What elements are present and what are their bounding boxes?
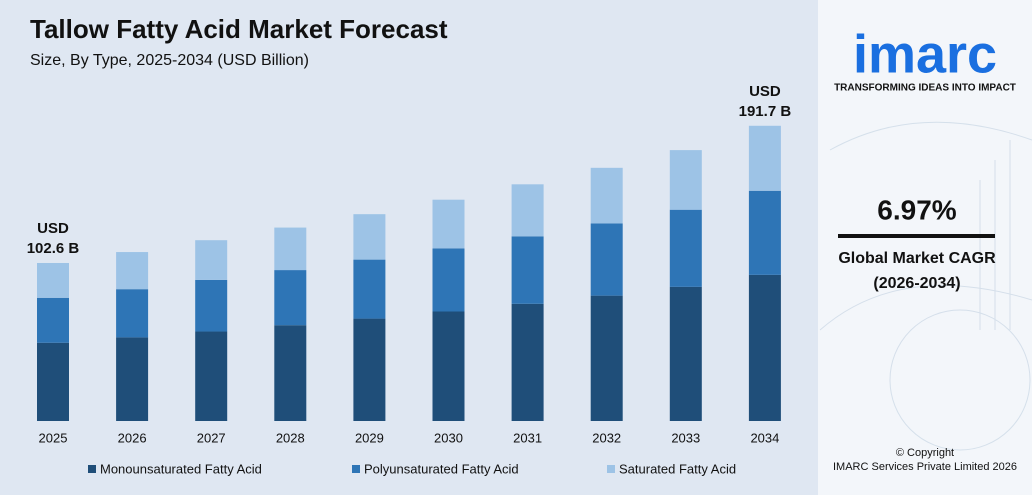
bar-segment <box>511 184 544 237</box>
bar-segment <box>432 311 465 421</box>
total-label: USD <box>37 220 69 237</box>
bar-segment <box>195 240 228 280</box>
logo: imarc <box>853 24 997 84</box>
bar-segment <box>748 190 781 275</box>
cagr-period: (2026-2034) <box>873 275 960 292</box>
bar-segment <box>590 167 623 224</box>
bar-segment <box>511 236 544 304</box>
legend-swatch <box>607 465 615 473</box>
bar-segment <box>748 125 781 191</box>
bar-segment <box>274 270 307 326</box>
bar-segment <box>590 223 623 296</box>
company: IMARC Services Private Limited 2026 <box>833 461 1017 473</box>
total-label: USD <box>749 83 781 100</box>
bar-segment <box>669 286 702 421</box>
bar-segment <box>590 295 623 421</box>
x-tick-label: 2027 <box>197 430 226 445</box>
legend-swatch <box>352 465 360 473</box>
bar-segment <box>748 274 781 421</box>
tagline: TRANSFORMING IDEAS INTO IMPACT <box>834 83 1016 94</box>
bar-segment <box>37 262 69 298</box>
bar-segment <box>116 337 149 421</box>
bar-segment <box>116 289 149 338</box>
x-tick-label: 2030 <box>434 430 463 445</box>
bar-segment <box>195 331 228 421</box>
chart-subtitle: Size, By Type, 2025-2034 (USD Billion) <box>30 52 309 69</box>
bar-segment <box>116 252 149 290</box>
bar-segment <box>37 342 69 421</box>
bar-segment <box>274 325 307 421</box>
cagr-label: Global Market CAGR <box>838 250 996 267</box>
copyright: © Copyright <box>896 447 954 459</box>
chart-title: Tallow Fatty Acid Market Forecast <box>30 14 448 44</box>
bar-segment <box>195 279 228 332</box>
legend-label: Saturated Fatty Acid <box>619 461 736 476</box>
x-tick-label: 2028 <box>276 430 305 445</box>
bar-segment <box>432 199 465 249</box>
total-label: 191.7 B <box>739 103 792 120</box>
sidebar-background <box>818 0 1032 495</box>
bar-segment <box>274 227 307 271</box>
x-tick-label: 2029 <box>355 430 384 445</box>
x-tick-label: 2031 <box>513 430 542 445</box>
bar-segment <box>511 303 544 421</box>
x-tick-label: 2026 <box>118 430 147 445</box>
bar-segment <box>37 297 69 343</box>
x-tick-label: 2034 <box>750 430 779 445</box>
bar-segment <box>432 248 465 312</box>
bar-segment <box>353 214 386 260</box>
total-label: 102.6 B <box>27 240 80 257</box>
bar-segment <box>669 209 702 287</box>
bar-segment <box>669 150 702 210</box>
cagr-value: 6.97% <box>877 194 956 225</box>
bar-segment <box>353 259 386 319</box>
x-tick-label: 2025 <box>39 430 68 445</box>
bar-segment <box>353 318 386 421</box>
legend-swatch <box>88 465 96 473</box>
legend-label: Monounsaturated Fatty Acid <box>100 461 262 476</box>
sidebar-decoration <box>819 121 1032 451</box>
x-tick-label: 2032 <box>592 430 621 445</box>
legend-label: Polyunsaturated Fatty Acid <box>364 461 519 476</box>
x-tick-label: 2033 <box>671 430 700 445</box>
